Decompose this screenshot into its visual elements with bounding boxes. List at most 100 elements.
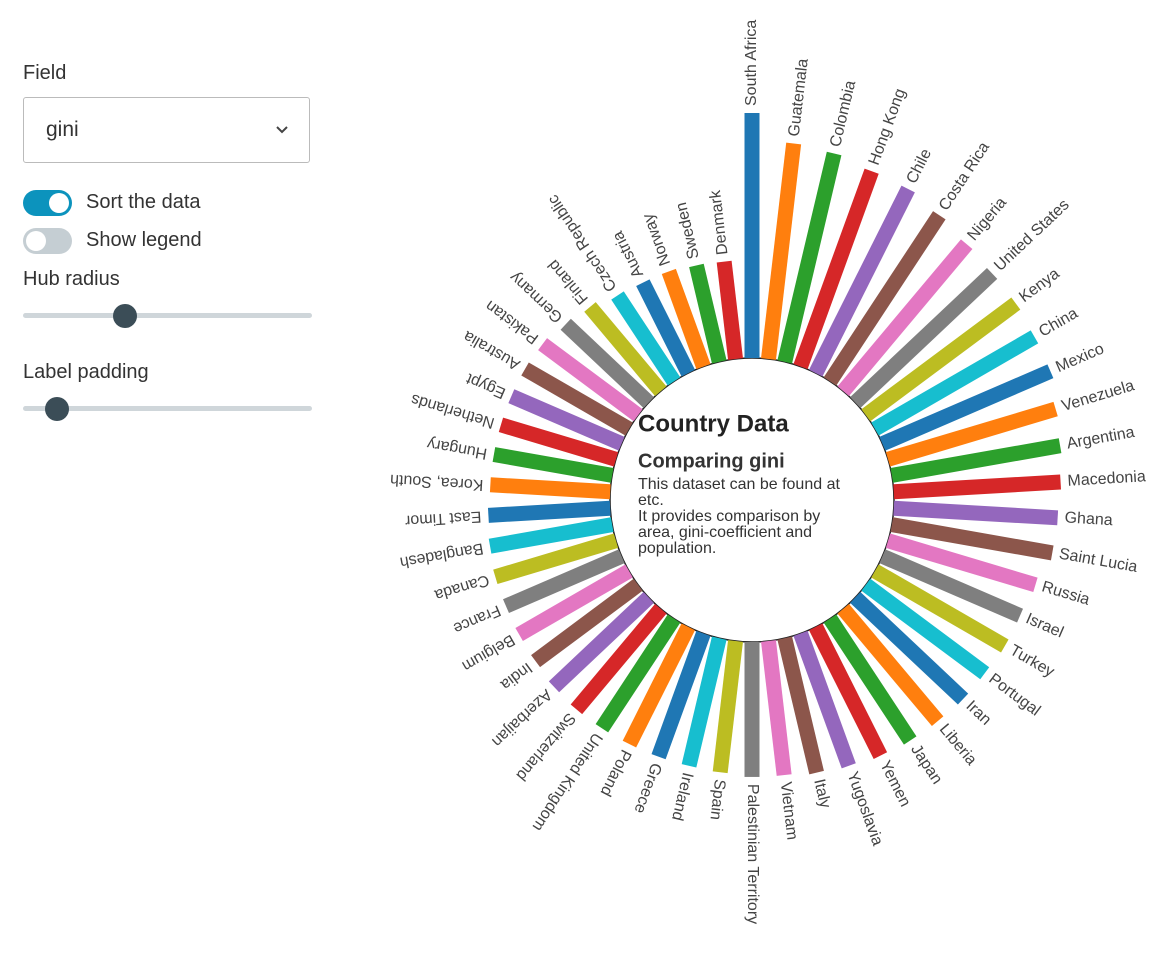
bar: [879, 549, 1024, 623]
bar: [871, 330, 1039, 436]
bar: [488, 517, 614, 554]
category-label: Portugal: [985, 670, 1043, 719]
category-label: Korea, South: [390, 471, 484, 493]
bar: [651, 630, 711, 760]
category-label: Austria: [609, 228, 647, 280]
toggle[interactable]: [23, 190, 72, 216]
category-label: Bangladesh: [398, 539, 484, 570]
category-label: Chile: [903, 146, 935, 186]
category-label: Guatemala: [786, 58, 812, 138]
category-label: Mexico: [1053, 340, 1106, 376]
slider-track[interactable]: [23, 313, 312, 318]
category-label: Hong Kong: [866, 86, 909, 167]
category-label: Greece: [630, 760, 664, 815]
category-label: Vietnam: [777, 781, 801, 841]
category-label: Colombia: [827, 79, 859, 149]
category-label: France: [450, 601, 503, 636]
category-label: China: [1036, 305, 1081, 341]
category-label: Turkey: [1007, 642, 1057, 681]
bar: [498, 417, 619, 467]
bar: [761, 640, 792, 776]
bar: [689, 263, 727, 364]
category-label: Denmark: [707, 188, 732, 255]
bar: [744, 113, 760, 358]
bar: [622, 623, 695, 748]
slider-knob[interactable]: [113, 304, 137, 328]
bar: [837, 603, 944, 727]
field-select[interactable]: gini: [23, 97, 310, 163]
slider-label: Hub radius: [23, 268, 120, 290]
bar: [487, 500, 611, 523]
bar: [893, 500, 1059, 526]
bar: [850, 268, 998, 409]
bar: [712, 640, 743, 774]
category-label: Belgium: [459, 631, 518, 675]
bar: [850, 591, 969, 705]
toggle-label: Sort the data: [86, 191, 201, 213]
bar: [493, 533, 619, 585]
bar: [538, 338, 643, 422]
slider-track[interactable]: [23, 406, 312, 411]
bar: [489, 477, 611, 500]
category-label: Sweden: [673, 200, 703, 260]
slider-label: Label padding: [23, 361, 149, 383]
category-label: Yugoslavia: [843, 769, 885, 848]
category-label: Russia: [1040, 578, 1092, 608]
bar: [861, 578, 990, 680]
bar: [793, 168, 879, 370]
bar: [890, 517, 1054, 561]
category-label: Egypt: [463, 369, 508, 401]
bar: [809, 623, 888, 760]
slider-knob[interactable]: [45, 397, 69, 421]
category-label: Palestinian Territory: [744, 784, 761, 924]
bar: [595, 614, 681, 733]
bar: [823, 211, 946, 386]
category-label: Israel: [1023, 610, 1066, 641]
bar: [521, 362, 633, 436]
toggle-label: Show legend: [86, 229, 202, 251]
chart-title: Country Data: [638, 410, 789, 437]
bar: [636, 279, 695, 377]
category-label: Canada: [432, 571, 491, 603]
category-label: South Africa: [743, 20, 760, 106]
category-label: Poland: [597, 747, 635, 799]
category-label: East Timor: [404, 508, 482, 529]
category-label: Finland: [545, 256, 592, 307]
description-line: etc.: [638, 492, 664, 509]
category-label: India: [497, 659, 535, 693]
category-label: Spain: [706, 778, 728, 821]
category-label: Venezuela: [1060, 377, 1137, 415]
description-line: This dataset can be found at: [638, 476, 840, 493]
category-label: Argentina: [1065, 424, 1136, 453]
bar: [584, 302, 667, 397]
bar: [885, 401, 1058, 467]
chevron: [276, 126, 288, 134]
toggle[interactable]: [23, 228, 72, 254]
bar: [809, 185, 915, 377]
bar: [661, 268, 711, 370]
bar: [879, 364, 1054, 451]
description-line: It provides comparison by: [638, 508, 820, 525]
bar: [744, 642, 760, 777]
category-label: Iran: [962, 698, 994, 729]
bar: [548, 591, 654, 693]
description-line: population.: [638, 540, 716, 557]
bar: [508, 389, 625, 451]
description-line: area, gini-coefficient and: [638, 524, 812, 541]
bar: [515, 564, 633, 641]
bar: [871, 564, 1009, 653]
category-label: Costa Rica: [936, 139, 993, 214]
bar: [823, 614, 917, 745]
bar: [893, 474, 1062, 500]
bar: [837, 239, 973, 397]
bar: [570, 603, 667, 715]
bar: [560, 318, 654, 409]
category-label: Hungary: [426, 435, 489, 462]
category-label: Kenya: [1016, 265, 1063, 306]
field-value: gini: [46, 118, 79, 141]
category-label: Yemen: [876, 758, 913, 810]
bar: [503, 549, 625, 614]
bar: [861, 297, 1021, 422]
